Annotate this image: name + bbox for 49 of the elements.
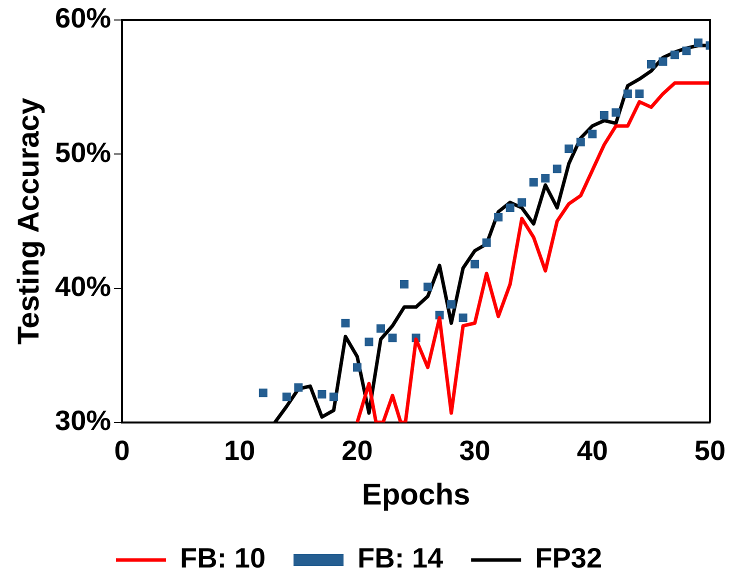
x-tick-label: 50 <box>694 434 726 466</box>
legend-label: FB: 14 <box>358 542 444 574</box>
legend-label: FP32 <box>535 542 602 574</box>
point <box>576 138 585 146</box>
y-tick-label: 40% <box>54 270 112 302</box>
point <box>258 388 268 398</box>
legend-label: FB: 10 <box>180 542 266 574</box>
x-tick-label: 0 <box>114 434 130 466</box>
point <box>564 144 574 154</box>
point <box>400 280 409 288</box>
point <box>646 60 656 69</box>
point <box>482 238 491 247</box>
point <box>682 46 691 56</box>
point <box>352 363 362 372</box>
x-tick-label: 20 <box>342 434 373 466</box>
point <box>506 204 514 212</box>
point <box>552 164 562 174</box>
point <box>376 324 385 333</box>
point <box>364 338 374 346</box>
y-tick-label: 60% <box>54 2 112 34</box>
point <box>341 318 350 328</box>
point <box>635 90 644 98</box>
x-tick-label: 30 <box>459 434 490 466</box>
y-axis-title: Testing Accuracy <box>12 98 46 345</box>
y-tick-label: 30% <box>54 405 112 436</box>
point <box>541 174 550 183</box>
point <box>600 110 608 120</box>
point <box>470 260 480 268</box>
point <box>529 178 538 187</box>
point <box>318 390 326 398</box>
point <box>588 130 597 138</box>
point <box>447 300 456 309</box>
point <box>388 334 397 342</box>
point <box>494 212 503 222</box>
point <box>623 90 632 98</box>
x-tick-label: 10 <box>224 434 256 466</box>
point <box>294 383 303 392</box>
x-axis-title: Epochs <box>362 478 470 512</box>
point <box>518 198 526 207</box>
point <box>458 314 468 322</box>
point <box>658 57 668 66</box>
y-tick-label: 50% <box>54 136 112 168</box>
point <box>694 38 702 48</box>
point <box>424 282 432 292</box>
point <box>670 50 679 60</box>
point <box>329 392 338 402</box>
point <box>282 392 291 402</box>
x-tick-label: 40 <box>576 434 608 466</box>
point <box>612 108 620 117</box>
